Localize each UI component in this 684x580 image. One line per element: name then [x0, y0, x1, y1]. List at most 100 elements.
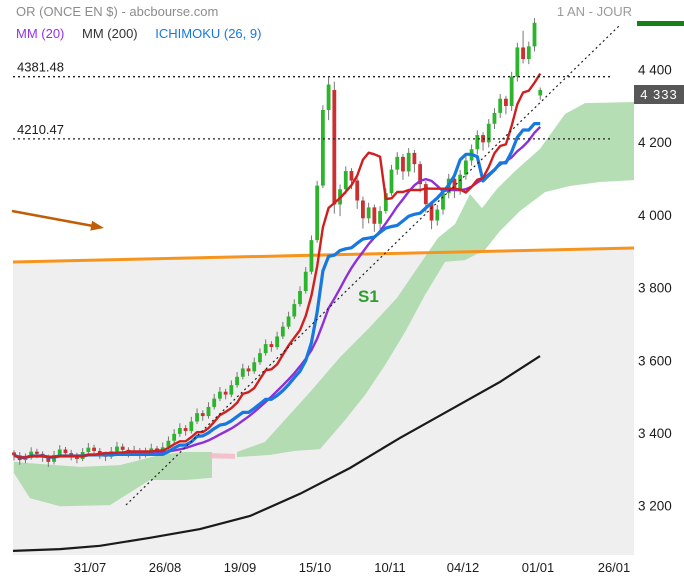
candle-body [252, 362, 257, 372]
candle-body [406, 152, 411, 172]
orange-trendline [12, 246, 635, 264]
candle-body [223, 391, 228, 395]
x-axis-tick: 26/01 [597, 560, 631, 575]
y-axis-tick: 3 200 [638, 499, 672, 514]
candle-body [235, 376, 239, 386]
candle-body [280, 326, 285, 337]
candle-body [492, 112, 497, 124]
candle-body [166, 440, 171, 448]
x-axis-tick: 01/01 [521, 560, 555, 575]
candle-body [229, 385, 234, 395]
candle-body [349, 171, 354, 181]
candle-body [526, 46, 531, 60]
candle-body [286, 316, 291, 327]
candle-body [92, 447, 96, 451]
trend-arrow-head [90, 220, 104, 231]
last-price-tag: 4 333 [634, 84, 684, 104]
candle-body [12, 452, 16, 456]
x-axis-tick: 10/11 [374, 560, 406, 575]
candle-body [395, 156, 400, 170]
x-axis-tick: 31/07 [73, 560, 107, 575]
timeframe-bar [637, 21, 684, 26]
candle-body [486, 123, 491, 143]
candle-body [332, 89, 337, 205]
y-axis-tick: 3 600 [638, 353, 672, 368]
tenkan-line [13, 72, 542, 459]
candle-body [212, 398, 217, 407]
timeframe-label: 1 AN - JOUR [556, 4, 632, 19]
x-axis: 31/07 26/08 19/09 15/10 10/11 04/12 01/01 26/01 [0, 560, 684, 578]
candle-body [326, 84, 331, 110]
candle-body [200, 413, 205, 417]
candle-body [34, 451, 39, 454]
legend-mm20: MM (20) [16, 26, 65, 41]
candle-body [361, 200, 365, 219]
candle-body [115, 446, 119, 452]
candle-body [149, 448, 154, 453]
candle-body [521, 47, 525, 60]
candle-body [303, 271, 308, 292]
candle-body [383, 193, 388, 212]
candle-body [515, 47, 520, 77]
chart-title: OR (ONCE EN $) - abcbourse.com [16, 4, 219, 19]
y-axis-tick: 3 400 [638, 426, 672, 441]
candle-body [378, 211, 382, 224]
candle-body [275, 336, 280, 347]
candle-body [183, 428, 188, 431]
candle-body [435, 209, 440, 221]
candle-body [218, 391, 222, 399]
candle-body [189, 421, 194, 431]
candle-body [412, 152, 417, 165]
candle-body [240, 368, 245, 377]
level-label: 4210.47 [17, 122, 64, 137]
candle-body [195, 413, 199, 422]
kijun-line [13, 121, 541, 460]
candle-body [458, 174, 463, 190]
candle-body [320, 109, 325, 186]
candle-body [418, 164, 423, 185]
y-axis-tick: 4 400 [638, 63, 672, 78]
candle-body [463, 160, 468, 175]
candle-body [46, 457, 51, 462]
x-axis-tick: 19/09 [223, 560, 257, 575]
x-axis-tick: 15/10 [298, 560, 332, 575]
candle-body [246, 368, 251, 372]
x-axis-tick: 04/12 [446, 560, 480, 575]
candle-body [63, 449, 68, 454]
mm20-line [82, 126, 542, 457]
candle-body [269, 344, 274, 347]
candle-body [475, 135, 480, 150]
candle-body [452, 178, 457, 190]
candle-body [389, 169, 394, 194]
candle-body [538, 89, 543, 96]
candle-body [298, 291, 302, 305]
candle-body [177, 428, 182, 434]
candle-body [343, 171, 348, 190]
ichimoku-cloud [210, 453, 235, 459]
y-axis-tick: 3 800 [638, 281, 672, 296]
candle-body [429, 204, 434, 221]
candle-body [315, 185, 320, 241]
candle-body [263, 344, 268, 354]
trend-arrow [11, 209, 96, 228]
mm200-line [12, 355, 541, 552]
ichimoku-cloud [14, 452, 212, 507]
legend-ichimoku: ICHIMOKU (26, 9) [155, 26, 262, 41]
candle-body [258, 353, 262, 363]
candle-body [120, 446, 125, 450]
candle-body [206, 406, 211, 417]
candle-body [401, 156, 405, 172]
y-axis-tick: 4 200 [638, 135, 672, 150]
x-axis-tick: 26/08 [148, 560, 182, 575]
level-label: 4381.48 [17, 60, 64, 75]
ichimoku-cloud [237, 102, 634, 458]
candle-body [172, 433, 177, 441]
candle-body [366, 207, 371, 219]
candle-body [532, 22, 537, 47]
candle-body [509, 76, 514, 106]
candle-body [441, 193, 445, 210]
y-axis-tick: 4 000 [638, 208, 672, 223]
candle-body [86, 447, 91, 453]
